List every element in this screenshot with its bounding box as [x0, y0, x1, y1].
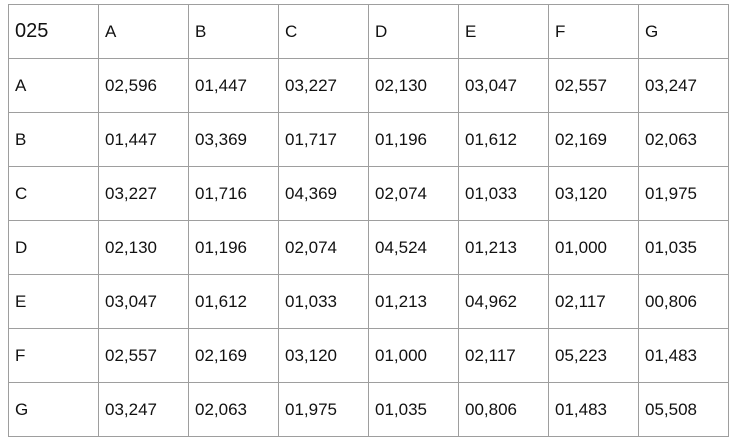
table-cell: 02,169 [188, 328, 279, 383]
column-header-d: D [368, 4, 459, 59]
table-cell: 01,483 [638, 328, 729, 383]
row-label: A [8, 58, 99, 113]
table-cell: 01,035 [368, 382, 459, 437]
table-cell: 03,247 [98, 382, 189, 437]
table-cell: 01,213 [368, 274, 459, 329]
column-header-f: F [548, 4, 639, 59]
table-row: G 03,247 02,063 01,975 01,035 00,806 01,483 05,… [8, 382, 729, 437]
table-row: D 02,130 01,196 02,074 04,524 01,213 01,000 01,… [8, 220, 729, 275]
column-header-e: E [458, 4, 549, 59]
table-cell: 03,047 [98, 274, 189, 329]
table-row: C 03,227 01,716 04,369 02,074 01,033 03,120 01,… [8, 166, 729, 221]
header-row: 025 A B C D E F G [8, 4, 729, 59]
column-header-c: C [278, 4, 369, 59]
table-cell: 04,369 [278, 166, 369, 221]
table-cell: 03,120 [278, 328, 369, 383]
table-cell: 02,557 [548, 58, 639, 113]
table-cell: 01,447 [98, 112, 189, 167]
column-header-a: A [98, 4, 189, 59]
row-label: E [8, 274, 99, 329]
table-cell: 05,223 [548, 328, 639, 383]
table-cell: 02,169 [548, 112, 639, 167]
table-row: A 02,596 01,447 03,227 02,130 03,047 02,557 03,… [8, 58, 729, 113]
table-cell: 01,612 [458, 112, 549, 167]
table-row: E 03,047 01,612 01,033 01,213 04,962 02,117 00,… [8, 274, 729, 329]
table-cell: 02,063 [188, 382, 279, 437]
table-row: B 01,447 03,369 01,717 01,196 01,612 02,169 02,… [8, 112, 729, 167]
table-cell: 03,227 [98, 166, 189, 221]
table-cell: 01,717 [278, 112, 369, 167]
corner-label: 025 [8, 4, 99, 59]
table-cell: 02,063 [638, 112, 729, 167]
table-cell: 03,120 [548, 166, 639, 221]
table-cell: 02,117 [458, 328, 549, 383]
row-label: B [8, 112, 99, 167]
table-cell: 03,047 [458, 58, 549, 113]
table-cell: 01,033 [458, 166, 549, 221]
table-cell: 00,806 [638, 274, 729, 329]
table-cell: 01,035 [638, 220, 729, 275]
table-cell: 02,596 [98, 58, 189, 113]
table-cell: 01,612 [188, 274, 279, 329]
table-cell: 01,196 [368, 112, 459, 167]
table-cell: 01,483 [548, 382, 639, 437]
table-cell: 01,716 [188, 166, 279, 221]
table-cell: 01,213 [458, 220, 549, 275]
table-cell: 01,000 [368, 328, 459, 383]
table-cell: 01,447 [188, 58, 279, 113]
matrix-table-container: 025 A B C D E F G A 02,596 01,447 03,227 02,… [8, 4, 729, 437]
row-label: D [8, 220, 99, 275]
table-cell: 02,130 [368, 58, 459, 113]
table-cell: 01,196 [188, 220, 279, 275]
table-cell: 04,962 [458, 274, 549, 329]
matrix-table: 025 A B C D E F G A 02,596 01,447 03,227 02,… [8, 4, 729, 437]
table-cell: 05,508 [638, 382, 729, 437]
table-cell: 03,247 [638, 58, 729, 113]
table-cell: 02,557 [98, 328, 189, 383]
table-cell: 00,806 [458, 382, 549, 437]
table-row: F 02,557 02,169 03,120 01,000 02,117 05,223 01,… [8, 328, 729, 383]
table-cell: 03,227 [278, 58, 369, 113]
table-cell: 03,369 [188, 112, 279, 167]
row-label: F [8, 328, 99, 383]
row-label: G [8, 382, 99, 437]
table-cell: 02,074 [278, 220, 369, 275]
table-cell: 01,975 [278, 382, 369, 437]
row-label: C [8, 166, 99, 221]
table-cell: 02,074 [368, 166, 459, 221]
table-cell: 02,117 [548, 274, 639, 329]
table-cell: 02,130 [98, 220, 189, 275]
table-cell: 01,975 [638, 166, 729, 221]
table-cell: 04,524 [368, 220, 459, 275]
column-header-b: B [188, 4, 279, 59]
table-cell: 01,033 [278, 274, 369, 329]
matrix-body: 025 A B C D E F G A 02,596 01,447 03,227 02,… [8, 4, 729, 437]
table-cell: 01,000 [548, 220, 639, 275]
column-header-g: G [638, 4, 729, 59]
